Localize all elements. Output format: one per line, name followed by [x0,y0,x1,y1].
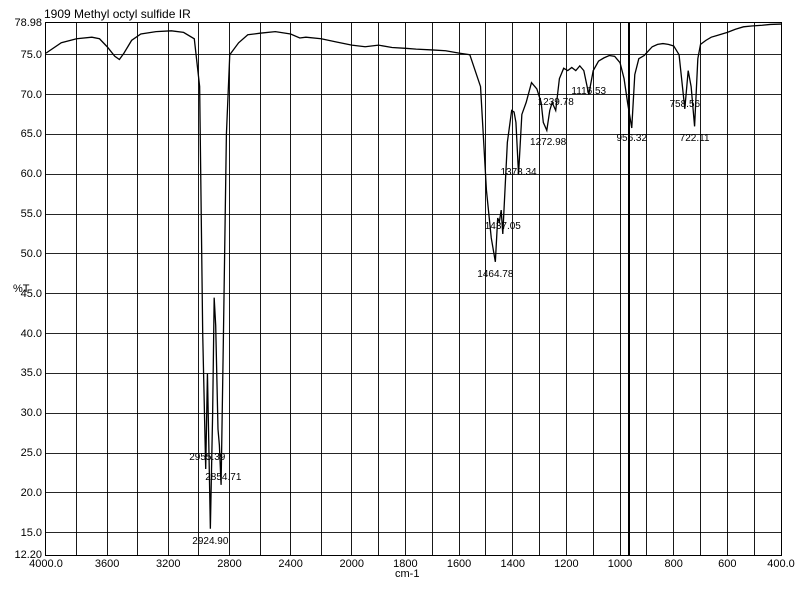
gridline-vertical [378,23,379,555]
x-tick-label: 2800 [217,558,241,570]
gridline-vertical [754,23,755,555]
peak-label: 2955.39 [189,452,225,463]
x-tick-label: 3200 [156,558,180,570]
peak-label: 1464.78 [477,269,513,280]
x-tick-label: 1400 [500,558,524,570]
gridline-vertical [646,23,647,555]
y-tick-label: 25.0 [21,447,42,459]
peak-label: 1272.98 [530,137,566,148]
peak-label: 1239.78 [538,97,574,108]
y-tick-label: 30.0 [21,407,42,419]
peak-label: 1437.05 [485,221,521,232]
x-tick-label: 600 [718,558,736,570]
gridline-vertical [290,23,291,555]
y-tick-label: 20.0 [21,487,42,499]
gridline-vertical [405,23,406,555]
peak-label: 1116.53 [571,86,606,97]
x-tick-label: 4000.0 [29,558,63,570]
peak-label: 956.32 [616,133,647,144]
y-tick-label: 55.0 [21,208,42,220]
gridline-horizontal [46,214,781,215]
gridline-vertical [512,23,513,555]
gridline-horizontal [46,532,781,533]
gridline-horizontal [46,373,781,374]
x-tick-label: 400.0 [767,558,795,570]
gridline-horizontal [46,293,781,294]
gridline-horizontal [46,174,781,175]
y-tick-label: 35.0 [21,367,42,379]
gridline-horizontal [46,453,781,454]
x-tick-label: 3600 [95,558,119,570]
gridline-vertical [727,23,728,555]
y-tick-label: 65.0 [21,128,42,140]
gridline-vertical [459,23,460,555]
gridline-horizontal [46,413,781,414]
gridline-vertical [432,23,433,555]
gridline-vertical [321,23,322,555]
gridline-horizontal [46,94,781,95]
x-tick-label: 1000 [608,558,632,570]
y-tick-label: 50.0 [21,248,42,260]
gridline-vertical [198,23,199,555]
peak-label: 1378.34 [500,167,536,178]
gridline-horizontal [46,54,781,55]
gridline-vertical [76,23,77,555]
y-tick-label: 78.98 [14,17,42,29]
gridline-vertical [168,23,169,555]
gridline-horizontal [46,253,781,254]
gridline-horizontal [46,134,781,135]
gridline-vertical [260,23,261,555]
plot-area: 78.9875.070.065.060.055.050.045.040.035.… [45,22,782,556]
x-tick-label: 2400 [278,558,302,570]
peak-label: 2924.90 [192,536,228,547]
x-tick-label: 2000 [340,558,364,570]
y-tick-label: 40.0 [21,328,42,340]
gridline-horizontal [46,492,781,493]
x-tick-label: 1800 [393,558,417,570]
x-tick-label: 1600 [447,558,471,570]
spectrum-title: 1909 Methyl octyl sulfide IR [44,7,191,21]
gridline-vertical [137,23,138,555]
y-tick-label: 15.0 [21,527,42,539]
y-tick-label: 75.0 [21,49,42,61]
heavy-vertical-line [628,23,630,555]
peak-label: 2854.71 [205,472,241,483]
y-tick-label: 70.0 [21,89,42,101]
gridline-vertical [107,23,108,555]
x-tick-label: 1200 [554,558,578,570]
x-tick-label: 800 [665,558,683,570]
spectrum-container: 1909 Methyl octyl sulfide IR %T cm-1 78.… [0,0,800,600]
gridline-horizontal [46,333,781,334]
peak-label: 722.11 [680,133,710,144]
gridline-vertical [620,23,621,555]
y-tick-label: 45.0 [21,288,42,300]
peak-label: 758.56 [670,99,701,110]
gridline-vertical [351,23,352,555]
gridline-vertical [593,23,594,555]
y-tick-label: 60.0 [21,168,42,180]
gridline-vertical [485,23,486,555]
